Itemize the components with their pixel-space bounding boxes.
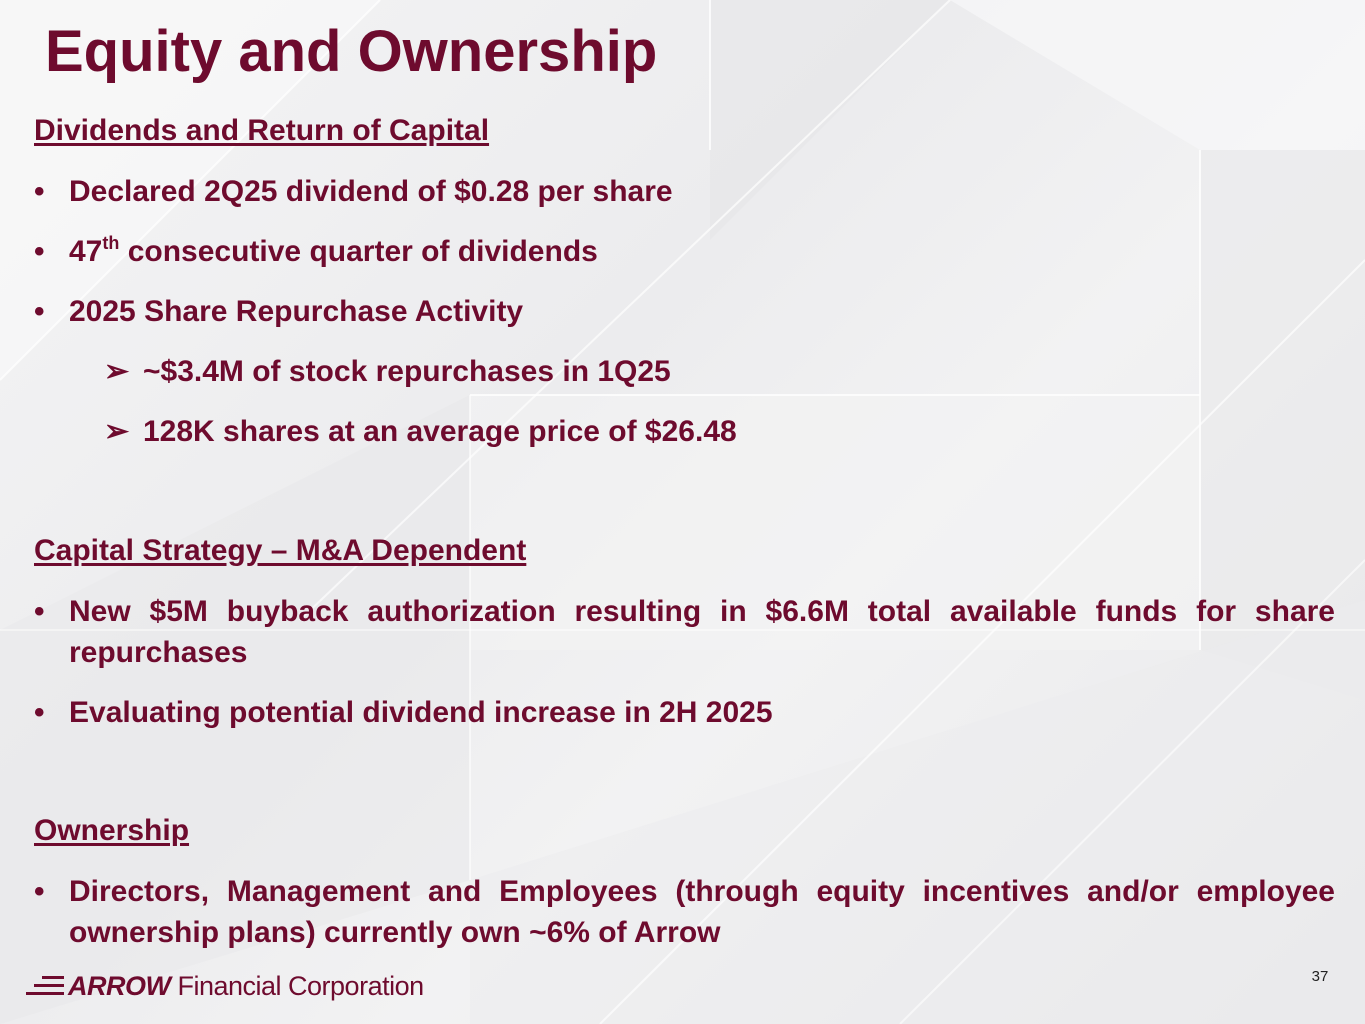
bullet-glyph: • (34, 696, 45, 729)
arrow-logo-icon (26, 976, 64, 995)
dividend-bullet: • Declared 2Q25 dividend of $0.28 per sh… (34, 171, 1335, 212)
page-number: 37 (1311, 968, 1329, 985)
bullet-glyph: • (34, 235, 45, 268)
bullet-text: 47th consecutive quarter of dividends (69, 231, 1335, 272)
quarter-count: 47 (69, 235, 103, 268)
subbullet-text: 128K shares at an average price of $26.4… (143, 415, 737, 448)
bullet-glyph: • (34, 595, 45, 628)
quarter-text: consecutive quarter of dividends (119, 235, 598, 268)
bullet-text: New $5M buyback authorization resulting … (69, 595, 1335, 669)
repurchase-amount-subbullet: ➢ ~$3.4M of stock repurchases in 1Q25 (104, 351, 671, 392)
ownership-heading: Ownership (34, 814, 190, 847)
repurchase-activity-bullet: • 2025 Share Repurchase Activity (34, 291, 1335, 332)
ordinal-suffix: th (102, 233, 120, 253)
arrow-bullet-icon: ➢ (104, 415, 130, 448)
capital-strategy-heading: Capital Strategy – M&A Dependent (34, 534, 527, 567)
dividends-heading: Dividends and Return of Capital (34, 114, 490, 147)
repurchase-shares-subbullet: ➢ 128K shares at an average price of $26… (104, 411, 737, 452)
bullet-glyph: • (34, 295, 45, 328)
subbullet-text: ~$3.4M of stock repurchases in 1Q25 (143, 355, 671, 388)
bullet-text: Evaluating potential dividend increase i… (69, 696, 773, 729)
buyback-bullet: • New $5M buyback authorization resultin… (34, 591, 1335, 673)
bullet-glyph: • (34, 875, 45, 908)
bullet-text: Directors, Management and Employees (thr… (69, 875, 1335, 949)
logo-company-text: Financial Corporation (177, 971, 424, 1001)
arrow-bullet-icon: ➢ (104, 355, 130, 388)
bullet-text: Declared 2Q25 dividend of $0.28 per shar… (69, 175, 673, 208)
bullet-text: 2025 Share Repurchase Activity (69, 295, 524, 328)
slide-title: Equity and Ownership (45, 19, 658, 84)
consecutive-quarter-bullet: • 47th consecutive quarter of dividends (34, 231, 1335, 272)
bullet-glyph: • (34, 175, 45, 208)
company-logo: ARROW Financial Corporation (26, 966, 424, 1006)
logo-brand-text: ARROW (68, 971, 171, 1001)
dividend-increase-bullet: • Evaluating potential dividend increase… (34, 692, 1335, 733)
ownership-bullet: • Directors, Management and Employees (t… (34, 871, 1335, 953)
